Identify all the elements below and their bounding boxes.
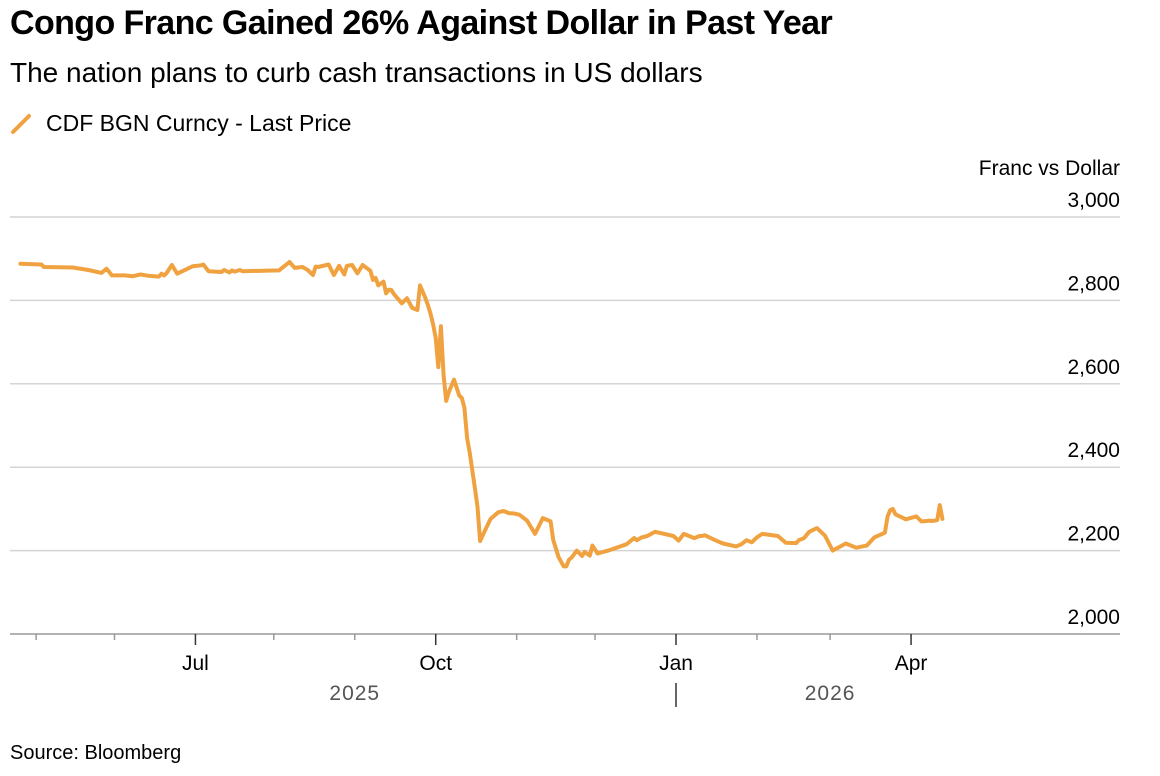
y-tick-label: 2,800 — [1067, 272, 1120, 295]
y-tick-label: 2,400 — [1067, 439, 1120, 462]
x-tick-label: Jul — [182, 652, 209, 675]
y-tick-label: 2,200 — [1067, 523, 1120, 546]
y-tick-label: 2,000 — [1067, 606, 1120, 629]
y-tick-label: 2,600 — [1067, 356, 1120, 379]
line-chart: 2,000 2,200 2,400 2,600 2,800 3,000 Franc vs … — [10, 157, 1120, 707]
source-note: Source: Bloomberg — [10, 742, 182, 764]
gridlines — [10, 216, 1120, 552]
legend-label: CDF BGN Curncy - Last Price — [46, 109, 352, 136]
y-axis-labels: 2,000 2,200 2,400 2,600 2,800 3,000 — [1067, 189, 1120, 629]
legend: CDF BGN Curncy - Last Price — [10, 108, 351, 138]
y-axis-title: Franc vs Dollar — [979, 157, 1120, 180]
year-label: 2026 — [805, 682, 856, 705]
series-group — [18, 260, 945, 569]
chart-title: Congo Franc Gained 26% Against Dollar in… — [10, 4, 833, 42]
x-axis: Jul Oct Jan Apr 2025 2026 — [10, 633, 1120, 707]
year-label: 2025 — [329, 682, 380, 705]
diagonal-line-icon — [11, 114, 31, 134]
series-line — [18, 260, 945, 569]
x-tick-label: Apr — [895, 652, 928, 675]
x-tick-label: Jan — [659, 652, 693, 675]
x-tick-label: Oct — [419, 652, 452, 675]
chart-subtitle: The nation plans to curb cash transactio… — [10, 57, 703, 88]
y-tick-label: 3,000 — [1067, 189, 1120, 212]
